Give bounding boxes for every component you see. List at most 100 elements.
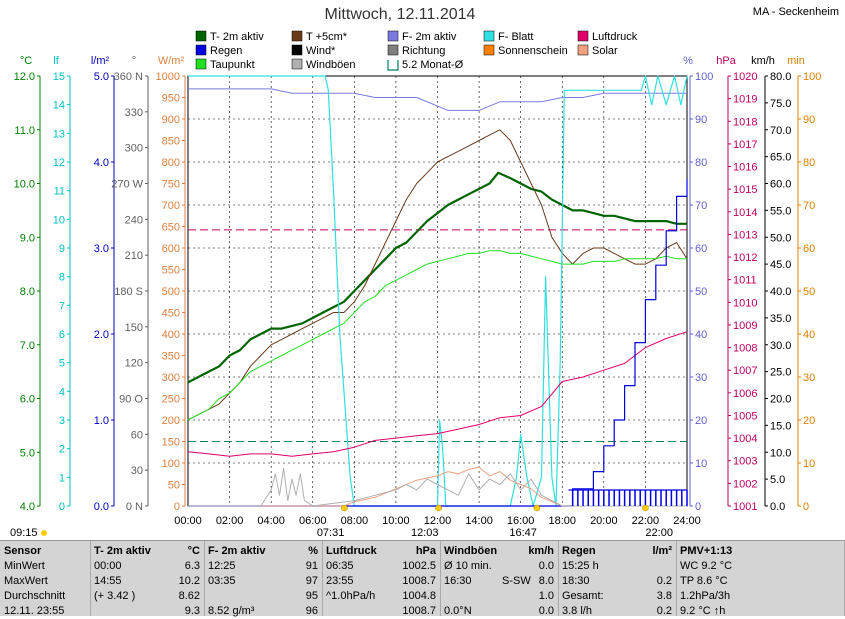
axis-tick-label: 100 [162, 458, 180, 470]
legend-label: F- 2m aktiv [402, 31, 457, 43]
marker-moonrise [642, 504, 649, 512]
stats-row: 23:55 1008.7 [326, 574, 436, 589]
legend-swatch [195, 58, 207, 70]
legend-swatch [387, 30, 399, 42]
stats-cell: hPa [415, 545, 436, 557]
stats-row: 12.11. 23:55 [4, 604, 86, 619]
axis-tick-label: 4.0 [20, 501, 35, 513]
axis-tick-label: 12.0 [14, 71, 35, 83]
axis-tick-label: 1012 [733, 252, 757, 264]
axis-tick-label: 180 S [114, 286, 143, 298]
stats-row: 14:55 10.2 [94, 574, 200, 589]
axis-tick-label: 350 [162, 351, 180, 363]
axis-tick-label: 25.0 [770, 367, 791, 379]
stats-col-humidity: F- 2m aktiv% 12:25 91 03:35 97 95 8.52 g/m³ 96 [204, 541, 323, 619]
axis-unit-label: l/m² [91, 55, 110, 67]
axis-tick-label: 7.0 [20, 340, 35, 352]
stats-cell: 14:55 [94, 575, 122, 587]
axis-tick-label: 10 [53, 214, 65, 226]
stats-row: 03:35 97 [208, 574, 318, 589]
stats-cell: Sensor [4, 545, 42, 557]
axis-tick-label: 30 [803, 372, 815, 384]
stats-cell: 6.3 [184, 560, 200, 572]
axis-tick-label: 9 [59, 243, 65, 255]
legend-swatch [195, 30, 207, 42]
axis-tick-label: 90 O [119, 394, 143, 406]
stats-cell: 97 [305, 575, 318, 587]
time-markers: 07:31 12:03 16:47 22:00 09:15 [10, 504, 673, 539]
stats-cell: Windböen [444, 545, 498, 557]
axis-tick-label: 15.0 [770, 420, 791, 432]
axis-tick-label: 0.0 [94, 501, 109, 513]
axis-tick-label: 1019 [733, 94, 757, 106]
x-tick-label: 10:00 [382, 515, 410, 527]
stats-table: Sensor MinWert MaxWert Durchschnitt 12.11. 2… [0, 540, 845, 619]
stats-cell: 96 [305, 605, 318, 617]
x-tick-label: 18:00 [548, 515, 576, 527]
x-tick-label: 24:00 [673, 515, 701, 527]
stats-row: MinWert [4, 559, 86, 574]
axis-tick-label: 270 W [111, 179, 143, 191]
stats-row: 95 [208, 589, 318, 604]
stats-col-sensor: Sensor MinWert MaxWert Durchschnitt 12.11. 2… [0, 541, 91, 619]
marker-solar_noon [435, 504, 442, 512]
stats-row: 1.0 [444, 589, 554, 604]
axis-unit-label: hPa [716, 55, 736, 67]
stats-row: 12:25 91 [208, 559, 318, 574]
legend-label: Sonnenschein [498, 45, 568, 57]
axis-tick-label: 2 [59, 444, 65, 456]
series-line [187, 129, 688, 421]
axis-tick-label: 100 [695, 71, 713, 83]
axis-unit-label: °C [20, 55, 32, 67]
chart-title: Mittwoch, 12.11.2014 [324, 6, 476, 23]
stats-cell: 8.62 [178, 590, 200, 602]
stats-cell: 15:25 h [562, 560, 599, 572]
stats-cell: 06:35 [326, 560, 354, 572]
stats-cell: 9.2 °C ↑h [680, 605, 726, 617]
axis-tick-label: 1005 [733, 410, 757, 422]
stats-cell: 3.8 [656, 590, 672, 602]
stats-cell: S-SW [502, 575, 531, 587]
axis-tick-label: 900 [162, 114, 180, 126]
axis-tick-label: 2.0 [94, 329, 109, 341]
axis-tick-label: 30 [131, 465, 143, 477]
stats-cell: 1002.5 [402, 560, 436, 572]
axis-tick-label: 550 [162, 265, 180, 277]
stats-row: 1.2hPa/3h [680, 589, 840, 604]
axis-tick-label: 70.0 [770, 125, 791, 137]
axis-tick-label: 650 [162, 222, 180, 234]
axis-tick-label: 9.0 [20, 232, 35, 244]
axis-tick-label: 1003 [733, 456, 757, 468]
legend-swatch [577, 44, 589, 56]
legend-label: Regen [210, 45, 242, 57]
stats-cell: 1008.7 [402, 575, 436, 587]
axis-tick-label: 80 [803, 157, 815, 169]
axis-tick-label: 450 [162, 308, 180, 320]
stats-row: Sensor [4, 544, 86, 559]
axis-tick-label: 800 [162, 157, 180, 169]
stats-cell: Ø 10 min. [444, 560, 492, 572]
stats-cell: Regen [562, 545, 596, 557]
stats-cell: F- 2m aktiv [208, 545, 266, 557]
stats-row: PMV+1:13 [680, 544, 840, 559]
axis-tick-label: 1015 [733, 184, 757, 196]
axis-tick-label: 0 [174, 501, 180, 513]
chart-canvas: 00:00 02:00 04:00 06:00 08:00 10:00 12:00 14:00… [10, 30, 821, 539]
axis-tick-label: 0 [695, 501, 701, 513]
stats-col-pressure: Luftdruck hPa 06:35 1002.5 23:55 1008.7 ^1.0hP… [322, 541, 441, 617]
stats-col-rain: Regen l/m² 15:25 h 18:30 0.2 Gesamt: 3.8 3.8 l/… [558, 541, 677, 617]
axis-tick-label: 1013 [733, 229, 757, 241]
axis-wind_kmh: 0.0 5.0 10.0 15.0 20.0 25.0 30.0 35.0 40.0 45.0 50… [751, 55, 791, 513]
stats-cell: 95 [305, 590, 318, 602]
stats-row: (+ 3.42 ) 8.62 [94, 589, 200, 604]
axis-tick-label: 400 [162, 329, 180, 341]
stats-cell: 3.8 l/h [562, 605, 592, 617]
axis-tick-label: 10.0 [770, 447, 791, 459]
stats-cell: 9.3 [184, 605, 200, 617]
stats-cell: 91 [305, 560, 318, 572]
stats-cell: MinWert [4, 560, 45, 572]
axis-tick-label: 150 [162, 437, 180, 449]
x-tick-label: 04:00 [257, 515, 285, 527]
stats-row: 8.52 g/m³ 96 [208, 604, 318, 619]
